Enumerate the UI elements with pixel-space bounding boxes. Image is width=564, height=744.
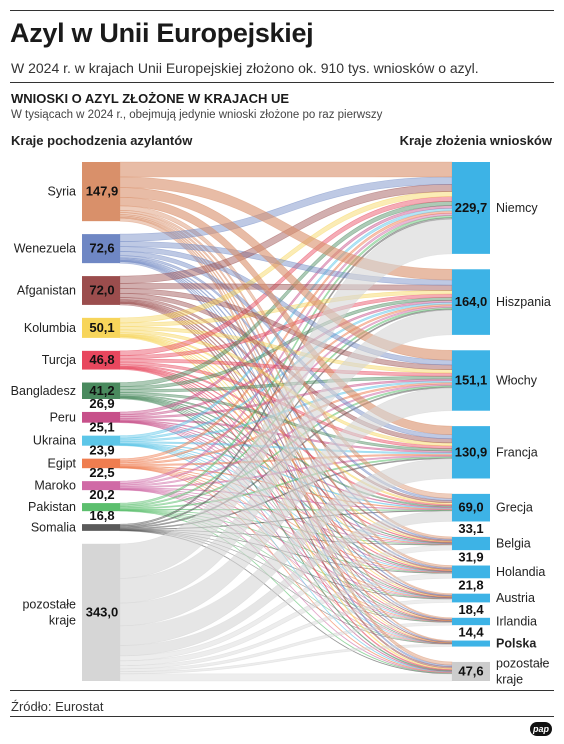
target-node-belgia [452, 536, 490, 551]
source-label: Egipt [48, 456, 77, 470]
source-label: Kolumbia [24, 321, 76, 335]
source-label: Pakistan [28, 500, 76, 514]
right-column-header: Kraje złożenia wniosków [399, 133, 552, 148]
source-node-syria [82, 162, 120, 222]
chart-subtitle: W tysiącach w 2024 r., obejmują jedynie … [11, 109, 383, 121]
source-node-somalia [82, 524, 120, 531]
source-label: Maroko [34, 479, 76, 493]
target-node-hiszpania [452, 269, 490, 335]
link-pozostae-kraje-pozostae-kraje [119, 673, 453, 682]
target-value: 33,1 [458, 521, 483, 536]
page-title: Azyl w Unii Europejskiej [10, 18, 314, 48]
nodes: 147,9 Syria 72,6 Wenezuela 72,0 Afganistan 50,… [11, 162, 551, 686]
target-value: 31,9 [458, 550, 483, 565]
flow-links [119, 161, 453, 682]
target-label: Irlandia [496, 614, 537, 628]
source-label: Syria [48, 185, 77, 199]
target-value: 18,4 [458, 602, 484, 617]
page-subtitle: W 2024 r. w krajach Unii Europejskiej zł… [11, 60, 479, 76]
target-value: 69,0 [458, 500, 483, 515]
source-note: Źródło: Eurostat [11, 699, 104, 714]
target-label: Belgia [496, 537, 531, 551]
source-node-bangladesz [82, 382, 120, 399]
target-node-irlandia [452, 617, 490, 626]
target-label: pozostałe kraje [496, 656, 550, 686]
link-pozostae-kraje-austria [119, 598, 453, 670]
target-label: Polska [496, 637, 537, 651]
target-node-francja [452, 426, 490, 479]
source-value: 22,5 [89, 465, 114, 480]
chart-title: WNIOSKI O AZYL ZŁOŻONE W KRAJACH UE [11, 91, 290, 106]
source-label: Peru [50, 410, 76, 424]
target-node-holandia [452, 565, 490, 579]
target-label: Grecja [496, 501, 533, 515]
source-value: 72,6 [89, 241, 114, 256]
source-node-ukraina [82, 435, 120, 446]
bottom-rule [10, 690, 554, 691]
footer-rule [10, 716, 554, 717]
left-column-header: Kraje pochodzenia azylantów [11, 133, 193, 148]
source-value: 72,0 [89, 283, 114, 298]
source-value: 23,9 [89, 443, 114, 458]
target-value: 14,4 [458, 625, 484, 640]
source-node-peru [82, 411, 120, 423]
target-value: 130,9 [455, 444, 488, 459]
link-pozostae-kraje-francja [119, 458, 453, 646]
source-value: 25,1 [89, 420, 114, 435]
source-value: 147,9 [86, 184, 119, 199]
source-node-afganistan [82, 276, 120, 305]
source-node-turcja [82, 350, 120, 370]
source-value: 50,1 [89, 320, 114, 335]
target-node-austria [452, 593, 490, 603]
target-label: Austria [496, 591, 535, 605]
source-value: 20,2 [89, 487, 114, 502]
source-label: Wenezuela [14, 242, 76, 256]
source-node-pozostae-kraje [82, 543, 120, 681]
target-node-wochy [452, 350, 490, 411]
source-label: Turcja [42, 353, 76, 367]
source-label: Ukraina [33, 434, 76, 448]
source-node-wenezuela [82, 234, 120, 264]
source-value: 16,8 [89, 508, 114, 523]
target-node-pozostae-kraje [452, 661, 490, 681]
target-label: Francja [496, 445, 538, 459]
target-label: Włochy [496, 374, 538, 388]
source-label: Somalia [31, 520, 76, 534]
source-label: pozostałe kraje [22, 597, 76, 627]
target-label: Holandia [496, 565, 545, 579]
source-value: 41,2 [89, 383, 114, 398]
target-value: 164,0 [455, 294, 488, 309]
source-value: 46,8 [89, 352, 114, 367]
title-rule [10, 82, 554, 83]
source-label: Afganistan [17, 284, 76, 298]
pap-logo: pap [530, 722, 552, 736]
source-node-pakistan [82, 503, 120, 512]
target-value: 229,7 [455, 200, 488, 215]
source-value: 26,9 [89, 396, 114, 411]
target-value: 47,6 [458, 663, 483, 678]
source-label: Bangladesz [11, 384, 76, 398]
source-node-maroko [82, 481, 120, 491]
target-node-polska [452, 640, 490, 647]
target-label: Hiszpania [496, 295, 551, 309]
target-node-grecja [452, 493, 490, 522]
link-afganistan-hiszpania [119, 283, 453, 291]
source-node-kolumbia [82, 317, 120, 338]
top-rule [10, 10, 554, 11]
target-value: 21,8 [458, 578, 483, 593]
target-node-niemcy [452, 162, 490, 254]
target-value: 151,1 [455, 373, 488, 388]
source-value: 343,0 [86, 604, 119, 619]
source-node-egipt [82, 458, 120, 469]
target-label: Niemcy [496, 201, 538, 215]
link-syria-niemcy [119, 161, 453, 178]
